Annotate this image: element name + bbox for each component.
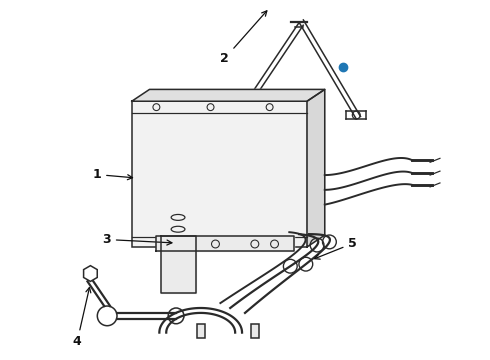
Text: 4: 4 [73, 287, 91, 348]
Text: 1: 1 [93, 168, 132, 181]
Bar [132, 101, 307, 247]
Polygon shape [132, 89, 325, 101]
Text: 2: 2 [220, 11, 267, 65]
Polygon shape [307, 89, 325, 247]
Bar [251, 324, 259, 338]
Text: 5: 5 [315, 237, 357, 259]
Text: 3: 3 [102, 233, 172, 246]
Polygon shape [161, 236, 196, 293]
Bar [197, 324, 205, 338]
Polygon shape [156, 236, 294, 251]
